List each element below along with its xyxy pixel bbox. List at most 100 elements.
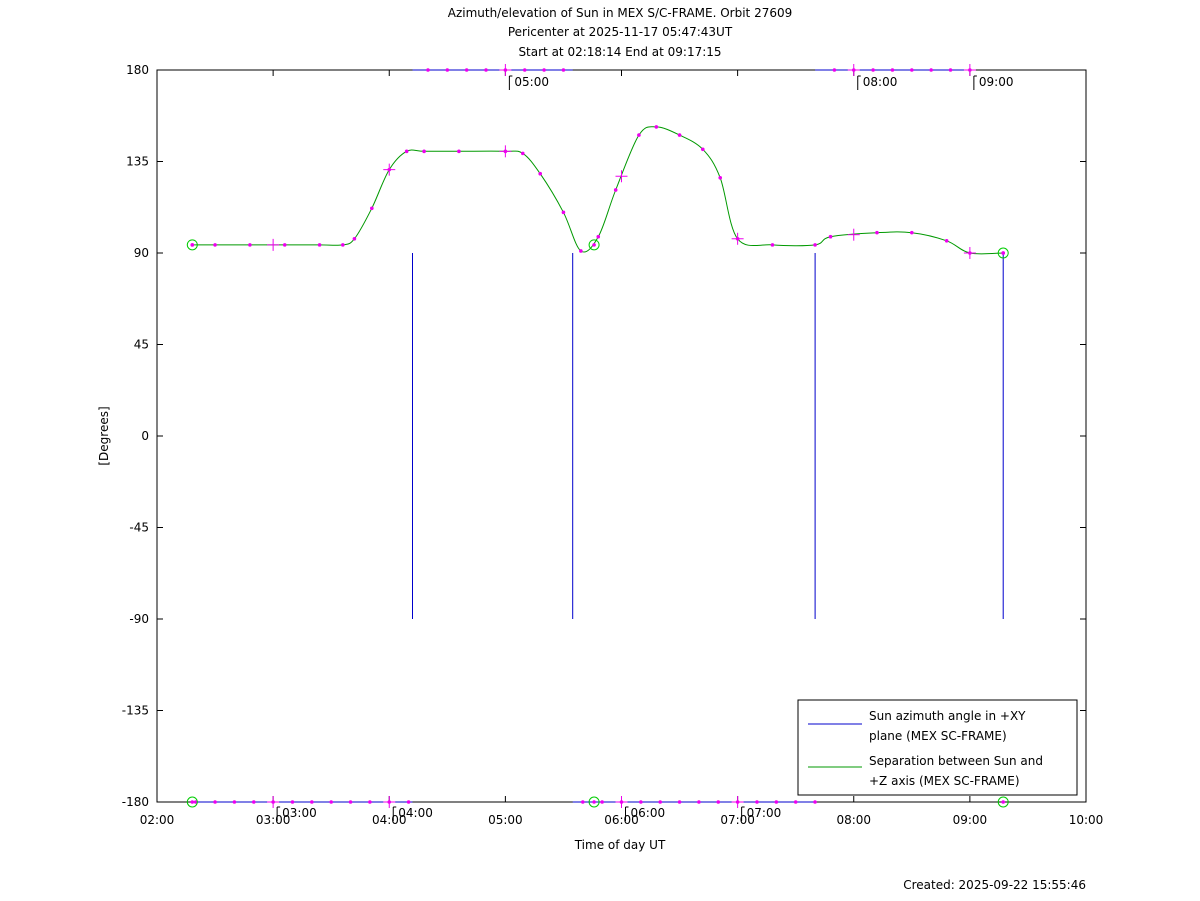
azimuth-point [522, 68, 527, 72]
separation-point [561, 210, 566, 215]
x-tick-label: 07:00 [720, 813, 755, 827]
separation-point [637, 133, 641, 137]
azimuth-annotation-label: 09:00 [979, 75, 1014, 89]
legend-azimuth-line-2: plane (MEX SC-FRAME) [869, 729, 1007, 743]
y-tick-label: -90 [129, 612, 149, 626]
separation-point [613, 188, 618, 192]
x-tick-label: 05:00 [488, 813, 523, 827]
legend-separation-line-1: Separation between Sun and [869, 754, 1043, 768]
azimuth-point [542, 68, 546, 72]
created-timestamp: Created: 2025-09-22 15:55:46 [903, 878, 1086, 892]
azimuth-point [445, 68, 450, 72]
title-line-2: Pericenter at 2025-11-17 05:47:43UT [508, 25, 733, 39]
azimuth-point [813, 800, 817, 804]
legend-separation-line-2: +Z axis (MEX SC-FRAME) [869, 774, 1020, 788]
azimuth-point [832, 68, 837, 72]
x-tick-label: 09:00 [953, 813, 988, 827]
y-tick-label: 90 [134, 246, 149, 260]
separation-point [538, 171, 543, 176]
orbit-event-point [190, 243, 195, 247]
azimuth-point [561, 68, 566, 72]
orbit-event-point [1001, 251, 1006, 255]
x-tick-label: 08:00 [836, 813, 871, 827]
azimuth-point [910, 68, 914, 72]
title-line-1: Azimuth/elevation of Sun in MEX S/C-FRAM… [448, 6, 793, 20]
separation-point [248, 243, 252, 247]
separation-point [282, 243, 287, 247]
azimuth-point [193, 800, 198, 804]
azimuth-point [697, 800, 701, 804]
separation-point [404, 149, 409, 154]
azimuth-annotation-label: 05:00 [514, 75, 549, 89]
azimuth-point [871, 68, 875, 72]
azimuth-annotation-label: 08:00 [863, 75, 898, 89]
separation-point [317, 243, 322, 247]
chart-title: Azimuth/elevation of Sun in MEX S/C-FRAM… [448, 6, 793, 59]
azimuth-point [464, 68, 469, 72]
separation-point [828, 234, 833, 239]
azimuth-point [793, 800, 798, 804]
separation-point [370, 206, 374, 211]
separation-point [944, 239, 949, 243]
separation-point [520, 151, 525, 156]
azimuth-point [426, 68, 430, 72]
azimuth-point [929, 68, 933, 72]
azimuth-point [755, 800, 759, 804]
azimuth-point [774, 800, 779, 804]
y-tick-label: -180 [122, 795, 149, 809]
azimuth-point [310, 800, 314, 804]
x-axis-label: Time of day UT [574, 838, 666, 852]
separation-point [770, 243, 775, 247]
azimuth-point [368, 800, 372, 804]
azimuth-annotation-label: 07:00 [747, 806, 782, 820]
azimuth-point [716, 800, 721, 804]
orbit-event-marker [997, 796, 1009, 808]
orbit-event-marker [186, 239, 198, 251]
x-tick-label: 06:00 [604, 813, 639, 827]
orbit-event-marker [588, 239, 600, 251]
azimuth-annotation-label: 06:00 [631, 806, 666, 820]
x-tick-label: 03:00 [256, 813, 291, 827]
azimuth-annotation-label: 04:00 [398, 806, 433, 820]
x-tick-label: 02:00 [140, 813, 175, 827]
azimuth-point [600, 800, 604, 804]
y-axis: 180 135 90 45 0 -45 -90 -135 -180 [122, 63, 1086, 809]
legend-box [797, 699, 1078, 796]
orbit-event-point [1001, 800, 1006, 804]
title-line-3: Start at 02:18:14 End at 09:17:15 [518, 45, 721, 59]
azimuth-point [290, 800, 295, 804]
separation-point [341, 243, 345, 247]
y-tick-label: -135 [122, 704, 149, 718]
separation-point [422, 149, 426, 154]
y-tick-label: 180 [126, 63, 149, 77]
azimuth-point [348, 800, 353, 804]
legend-azimuth-line-1: Sun azimuth angle in +XY [869, 709, 1026, 723]
separation-point [457, 149, 461, 154]
separation-point [213, 243, 217, 247]
orbit-event-marker [588, 796, 600, 808]
separation-point [875, 230, 879, 235]
azimuth-point [329, 800, 333, 804]
separation-point [813, 243, 817, 247]
orbit-event-point [592, 243, 596, 247]
azimuth-point [658, 800, 663, 804]
azimuth-point [639, 800, 643, 804]
orbit-event-point [592, 800, 596, 804]
azimuth-point [580, 800, 585, 804]
marker-layer: 05:00 08:00 09:00 03:00 04:00 06:00 07:00 [186, 64, 1014, 821]
azimuth-point [251, 800, 256, 804]
y-tick-label: 45 [134, 338, 149, 352]
separation-point [718, 175, 723, 180]
azimuth-point [677, 800, 682, 804]
azimuth-point [948, 68, 953, 72]
x-tick-label: 04:00 [372, 813, 407, 827]
y-tick-label: 135 [126, 155, 149, 169]
azimuth-point [213, 800, 217, 804]
y-axis-label: [Degrees] [97, 406, 111, 465]
separation-point [654, 125, 659, 129]
separation-point [352, 236, 357, 241]
x-axis: 02:00 03:00 04:00 05:00 06:00 07:00 08:00 09:00… [140, 70, 1103, 827]
separation-point [700, 147, 705, 152]
series-layer [192, 69, 1004, 803]
